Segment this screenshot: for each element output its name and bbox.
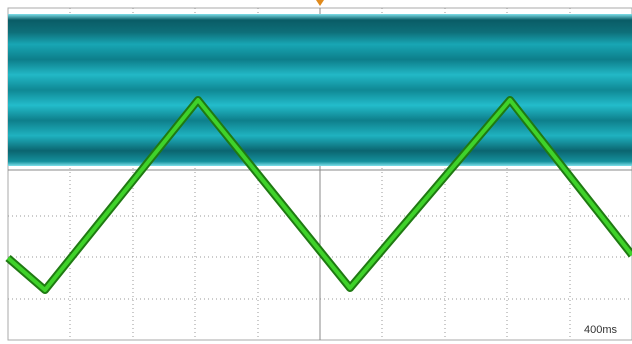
trigger-marker — [316, 0, 324, 6]
scope-screen: 400ms — [0, 0, 632, 344]
page: 400ms (() => { const data = JSON.parse(d… — [0, 0, 632, 344]
channel-band — [8, 14, 632, 166]
timebase-label: 400ms — [584, 324, 618, 336]
